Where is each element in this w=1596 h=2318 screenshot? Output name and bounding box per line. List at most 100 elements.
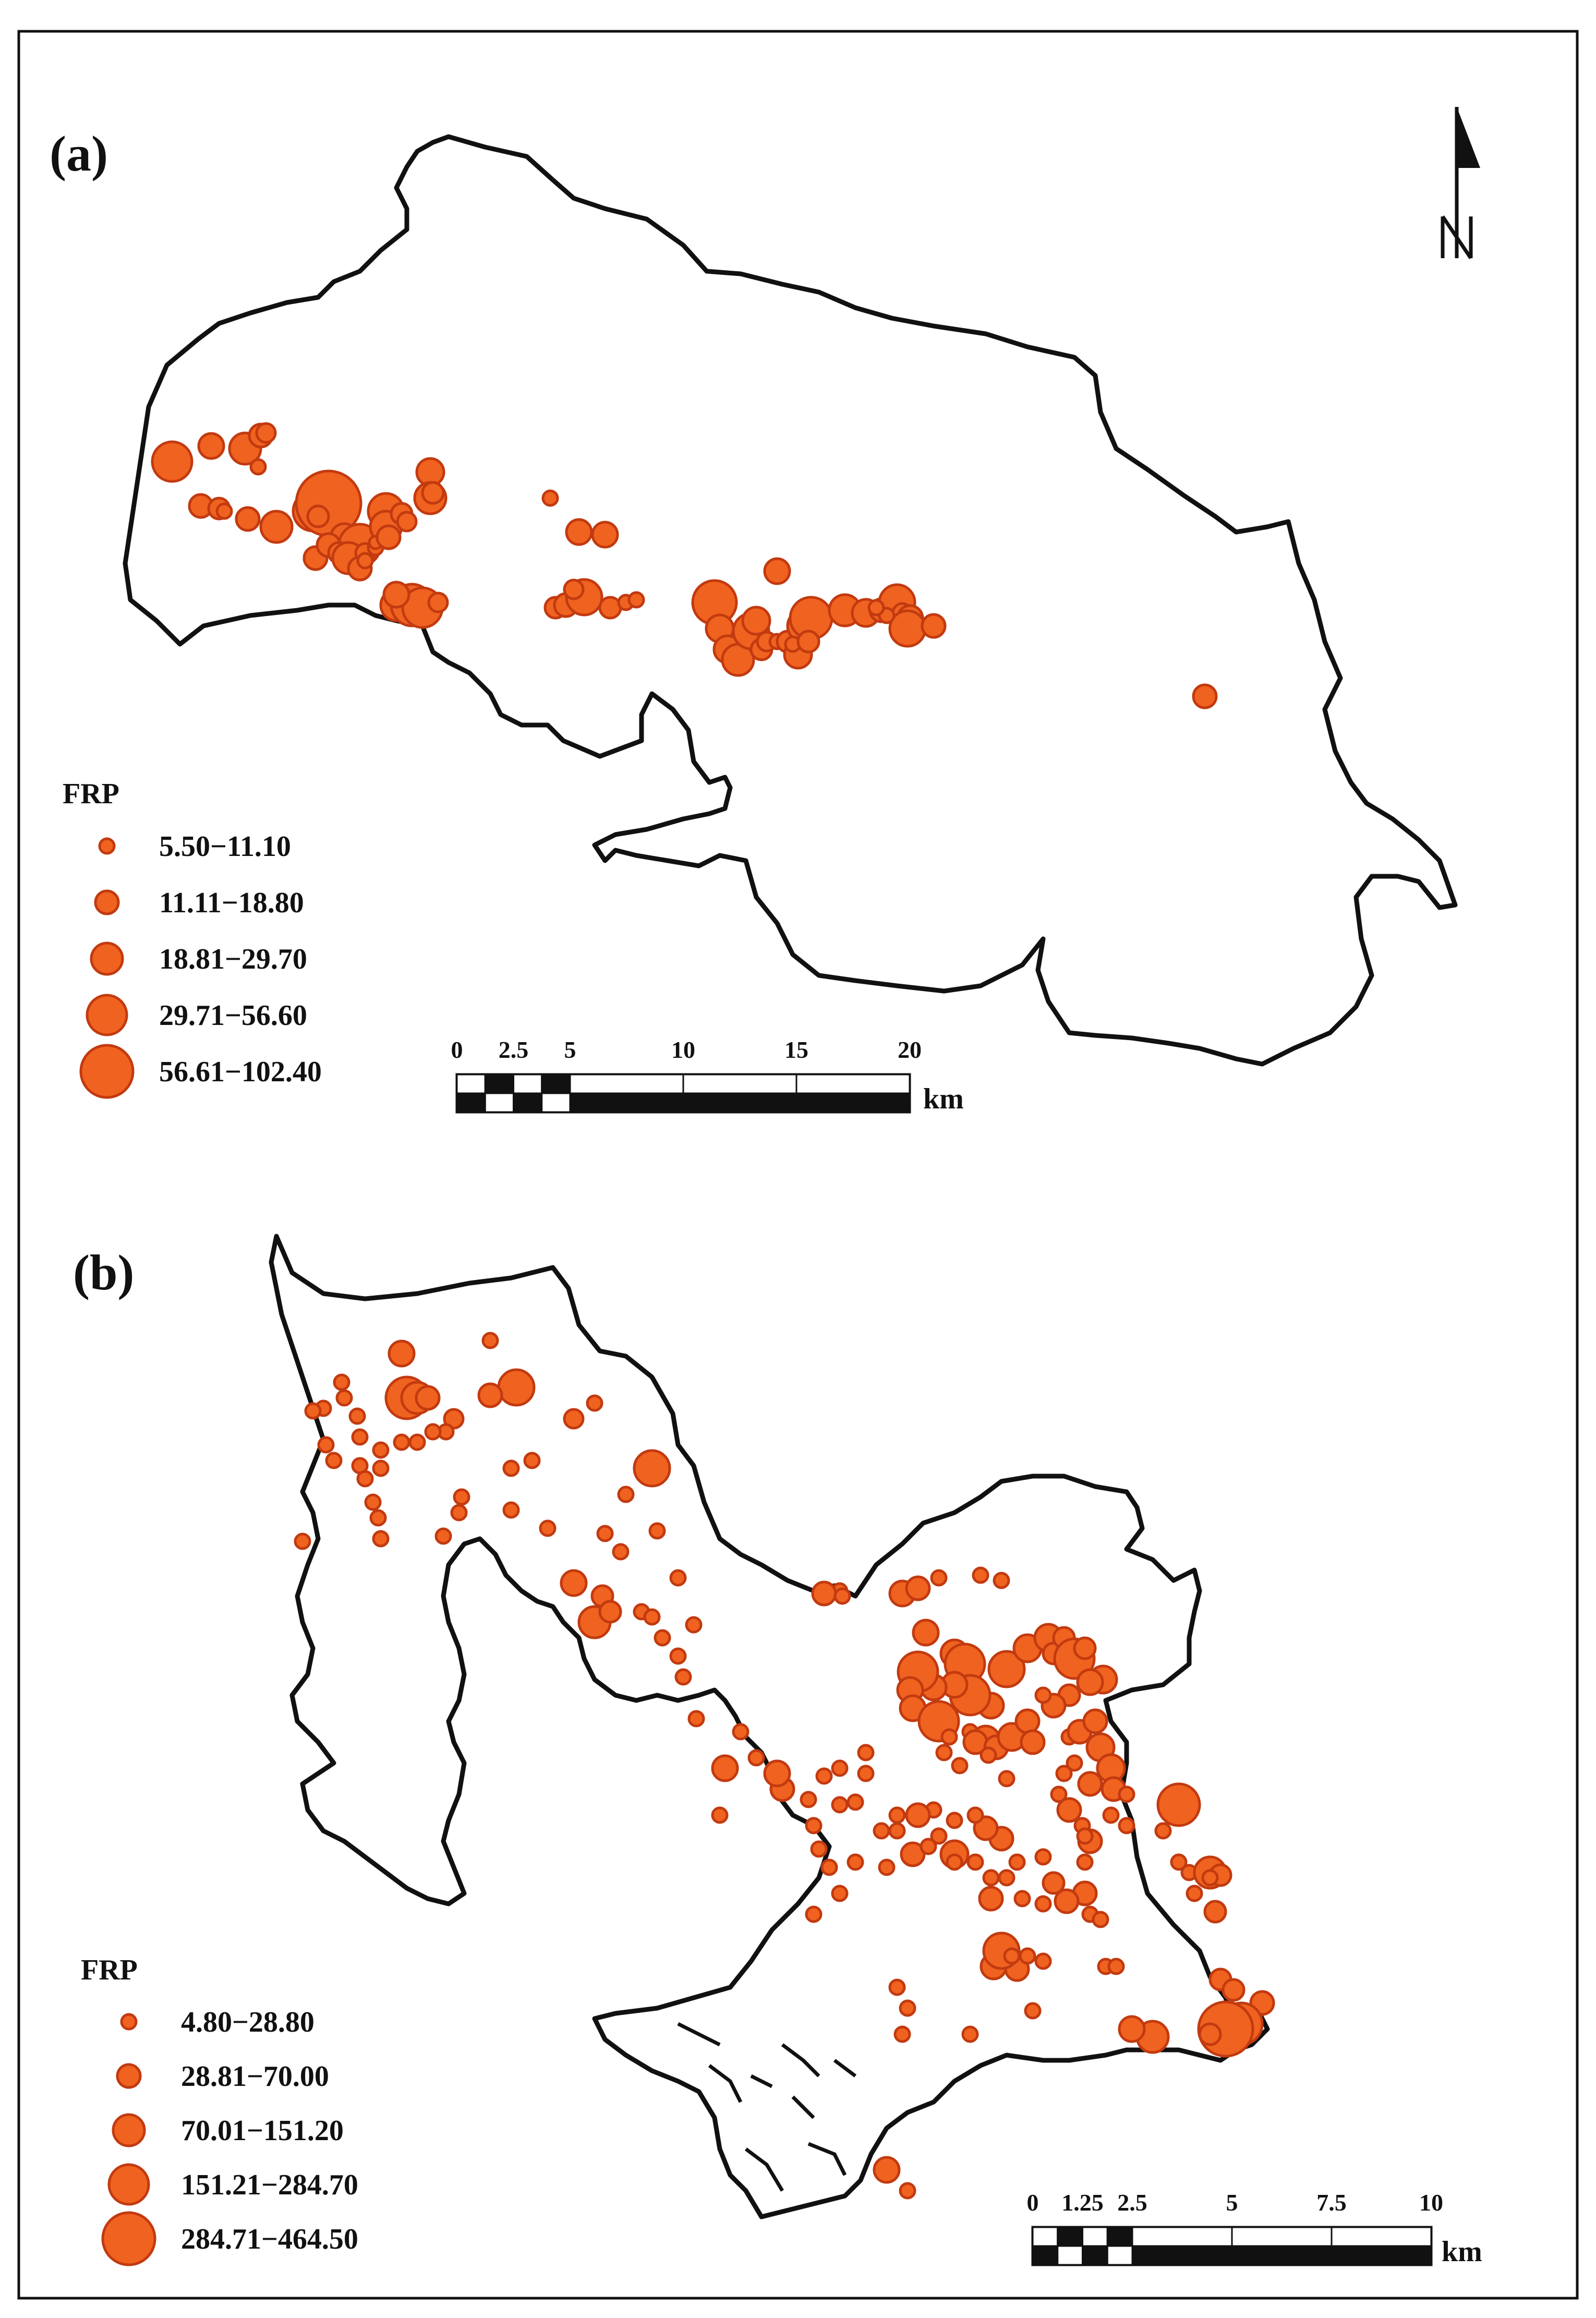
legend-a-symbol-4 — [79, 1044, 135, 1099]
b-fire-point-59 — [763, 1759, 791, 1788]
a-fire-point-44 — [563, 578, 585, 600]
a-fire-point-8 — [215, 502, 233, 520]
legend-b: FRP 4.80−28.80 28.81−70.00 70.01−151.20 151… — [81, 1954, 358, 2266]
legend-b-title: FRP — [81, 1954, 138, 1986]
scalebar-b-tick-5: 10 — [1419, 2189, 1443, 2216]
b-fire-point-55 — [732, 1723, 749, 1741]
b-fire-point-34 — [453, 1488, 470, 1506]
b-fire-point-15 — [393, 1433, 410, 1451]
b-fire-point-48 — [685, 1616, 703, 1634]
b-fire-point-109 — [1077, 1771, 1103, 1797]
b-fire-point-37 — [502, 1501, 520, 1519]
b-fire-point-147 — [966, 1853, 984, 1871]
b-fire-point-175 — [1201, 1869, 1219, 1887]
a-fire-point-75 — [1192, 683, 1218, 709]
b-fire-point-130 — [873, 1822, 890, 1840]
b-fire-point-66 — [972, 1566, 989, 1584]
b-fire-point-47 — [669, 1569, 687, 1587]
b-fire-point-110 — [1066, 1754, 1083, 1772]
a-fire-point-72 — [921, 613, 947, 639]
b-fire-point-5 — [497, 1368, 536, 1407]
b-fire-point-148 — [982, 1869, 1000, 1887]
b-fire-point-124 — [973, 1815, 999, 1841]
a-fire-point-54 — [741, 606, 771, 636]
b-fire-point-137 — [800, 1791, 817, 1808]
b-fire-point-30 — [294, 1532, 311, 1550]
b-fire-point-144 — [920, 1838, 937, 1855]
b-fire-point-41 — [612, 1543, 630, 1561]
b-fire-point-82 — [1034, 1686, 1052, 1704]
b-fire-point-77 — [1073, 1636, 1097, 1660]
b-fire-point-122 — [1008, 1853, 1026, 1871]
b-fire-point-149 — [978, 1886, 1004, 1912]
b-fire-point-120 — [1042, 1871, 1066, 1895]
b-fire-point-190 — [1107, 1958, 1125, 1975]
panel-a-label: (a) — [50, 126, 108, 182]
b-fire-point-128 — [905, 1802, 931, 1828]
b-fire-point-65 — [930, 1569, 948, 1587]
legend-a-class-0: 5.50−11.10 — [159, 830, 291, 863]
b-fire-point-51 — [669, 1647, 687, 1665]
b-fire-point-42 — [560, 1569, 588, 1597]
b-fire-point-105 — [1082, 1708, 1108, 1734]
b-fire-point-10 — [563, 1408, 585, 1430]
b-fire-point-36 — [523, 1452, 541, 1469]
a-fire-point-39 — [565, 518, 593, 546]
legend-b-symbol-4 — [101, 2211, 156, 2266]
b-fire-point-13 — [424, 1423, 442, 1441]
b-fire-point-40 — [648, 1522, 666, 1540]
b-fire-point-67 — [993, 1572, 1010, 1589]
b-fire-point-134 — [857, 1744, 875, 1761]
b-fire-point-159 — [1170, 1853, 1188, 1871]
b-fire-point-53 — [687, 1710, 705, 1728]
b-fire-point-0 — [388, 1339, 416, 1368]
b-fire-point-150 — [998, 1869, 1015, 1887]
scalebar-a-tick-4: 15 — [784, 1036, 808, 1063]
b-fire-point-182 — [888, 1978, 906, 1996]
a-fire-point-29 — [356, 552, 374, 570]
b-fire-point-91 — [940, 1728, 958, 1746]
b-fire-point-54 — [711, 1754, 739, 1782]
b-fire-point-100 — [980, 1746, 997, 1764]
b-fire-point-79 — [1076, 1668, 1104, 1696]
b-fire-point-116 — [1076, 1853, 1094, 1871]
b-fire-point-154 — [1076, 1827, 1094, 1845]
scalebar-a-tick-1: 2.5 — [499, 1036, 529, 1063]
b-fire-point-132 — [831, 1796, 849, 1814]
b-fire-point-97 — [1014, 1708, 1041, 1734]
b-fire-point-32 — [434, 1527, 452, 1545]
b-fire-point-21 — [304, 1402, 322, 1420]
b-fire-point-155 — [1102, 1806, 1120, 1824]
b-fire-point-62 — [833, 1587, 851, 1605]
fire-points-b — [294, 1332, 1275, 2200]
b-fire-point-165 — [1203, 1900, 1227, 1924]
b-fire-point-31 — [372, 1530, 390, 1548]
b-fire-point-185 — [961, 2025, 979, 2043]
b-fire-point-125 — [966, 1806, 984, 1824]
b-fire-point-61 — [811, 1580, 837, 1607]
b-fire-point-164 — [1186, 1885, 1203, 1902]
b-fire-point-3 — [415, 1385, 441, 1411]
region-b-inlets — [677, 2022, 857, 2192]
a-fire-point-74 — [867, 599, 885, 617]
b-fire-point-7 — [633, 1449, 671, 1488]
b-fire-point-11 — [443, 1408, 465, 1430]
b-fire-point-121 — [1034, 1848, 1052, 1866]
b-fire-point-191 — [1024, 2002, 1042, 2020]
b-fire-point-49 — [643, 1608, 661, 1626]
b-fire-point-57 — [711, 1806, 729, 1824]
a-fire-point-9 — [235, 506, 261, 532]
b-fire-point-163 — [1156, 1782, 1201, 1827]
a-fire-point-0 — [151, 440, 194, 483]
a-fire-point-19 — [396, 511, 418, 533]
a-fire-point-36 — [427, 591, 449, 613]
b-fire-point-153 — [946, 1853, 963, 1871]
fire-points-a — [151, 422, 1218, 709]
a-fire-point-38 — [541, 489, 559, 507]
b-fire-point-143 — [900, 1841, 926, 1867]
b-fire-point-156 — [1118, 1785, 1135, 1803]
b-fire-point-38 — [539, 1519, 557, 1537]
b-fire-point-112 — [1050, 1785, 1068, 1803]
b-fire-point-68 — [912, 1619, 940, 1647]
b-fire-point-8 — [617, 1486, 635, 1503]
